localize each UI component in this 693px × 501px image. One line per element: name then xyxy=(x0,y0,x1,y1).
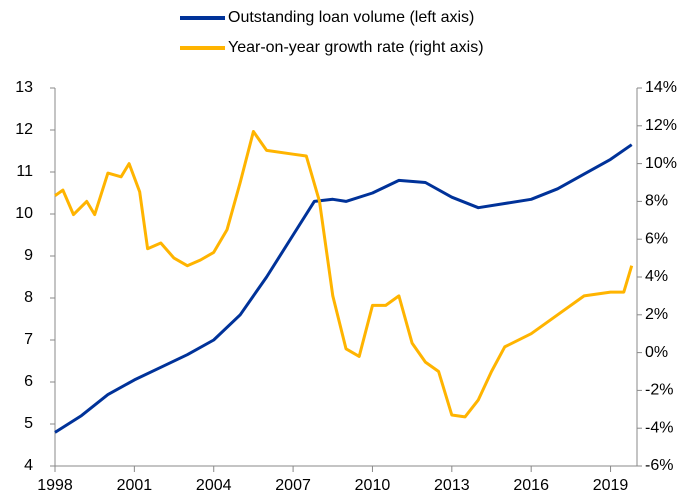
y2-tick-label: -2% xyxy=(645,382,673,399)
y2-tick-label: -4% xyxy=(645,419,673,436)
y2-tick-label: 10% xyxy=(645,155,677,172)
y-tick-label: 8 xyxy=(24,289,33,306)
y-tick-label: 13 xyxy=(15,79,33,96)
y2-tick-label: 4% xyxy=(645,268,668,285)
x-tick-label: 2010 xyxy=(355,477,391,494)
y2-tick-label: 0% xyxy=(645,344,668,361)
y-tick-label: 5 xyxy=(24,415,33,432)
y2-tick-label: 8% xyxy=(645,193,668,210)
legend-label: Outstanding loan volume (left axis) xyxy=(228,9,474,26)
x-tick-label: 1998 xyxy=(37,477,73,494)
legend-label: Year-on-year growth rate (right axis) xyxy=(228,39,484,56)
y-tick-label: 4 xyxy=(24,457,33,474)
y-tick-label: 11 xyxy=(16,163,33,180)
x-tick-label: 2016 xyxy=(513,477,549,494)
y2-tick-label: -6% xyxy=(645,457,673,474)
y-tick-label: 12 xyxy=(15,121,33,138)
y2-tick-label: 6% xyxy=(645,230,668,247)
x-tick-label: 2004 xyxy=(196,477,232,494)
series-line xyxy=(54,130,634,419)
x-tick-label: 2013 xyxy=(434,477,470,494)
y-tick-label: 7 xyxy=(24,331,33,348)
y2-tick-label: 14% xyxy=(645,79,677,96)
y-tick-label: 10 xyxy=(15,205,33,222)
y2-tick-label: 12% xyxy=(645,117,677,134)
x-tick-label: 2019 xyxy=(593,477,629,494)
y2-tick-label: 2% xyxy=(645,306,668,323)
y-tick-label: 6 xyxy=(24,373,33,390)
series-line xyxy=(54,143,633,434)
x-tick-label: 2001 xyxy=(117,477,153,494)
y-tick-label: 9 xyxy=(24,247,33,264)
x-tick-label: 2007 xyxy=(275,477,311,494)
